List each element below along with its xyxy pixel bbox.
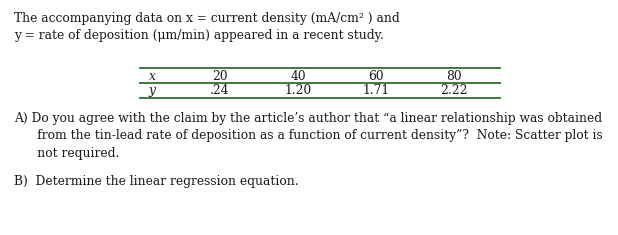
Text: 2.22: 2.22	[440, 84, 468, 97]
Text: 1.20: 1.20	[284, 84, 311, 97]
Text: A) Do you agree with the claim by the article’s author that “a linear relationsh: A) Do you agree with the claim by the ar…	[14, 112, 603, 160]
Text: 60: 60	[368, 70, 384, 83]
Text: B)  Determine the linear regression equation.: B) Determine the linear regression equat…	[14, 175, 298, 188]
Text: y: y	[148, 84, 156, 97]
Text: .24: .24	[210, 84, 230, 97]
Text: 20: 20	[212, 70, 228, 83]
Text: The accompanying data on x = current density (mA/cm² ) and
y = rate of depositio: The accompanying data on x = current den…	[14, 12, 399, 43]
Text: x: x	[148, 70, 156, 83]
Text: 40: 40	[290, 70, 306, 83]
Text: 1.71: 1.71	[362, 84, 389, 97]
Text: 80: 80	[446, 70, 462, 83]
